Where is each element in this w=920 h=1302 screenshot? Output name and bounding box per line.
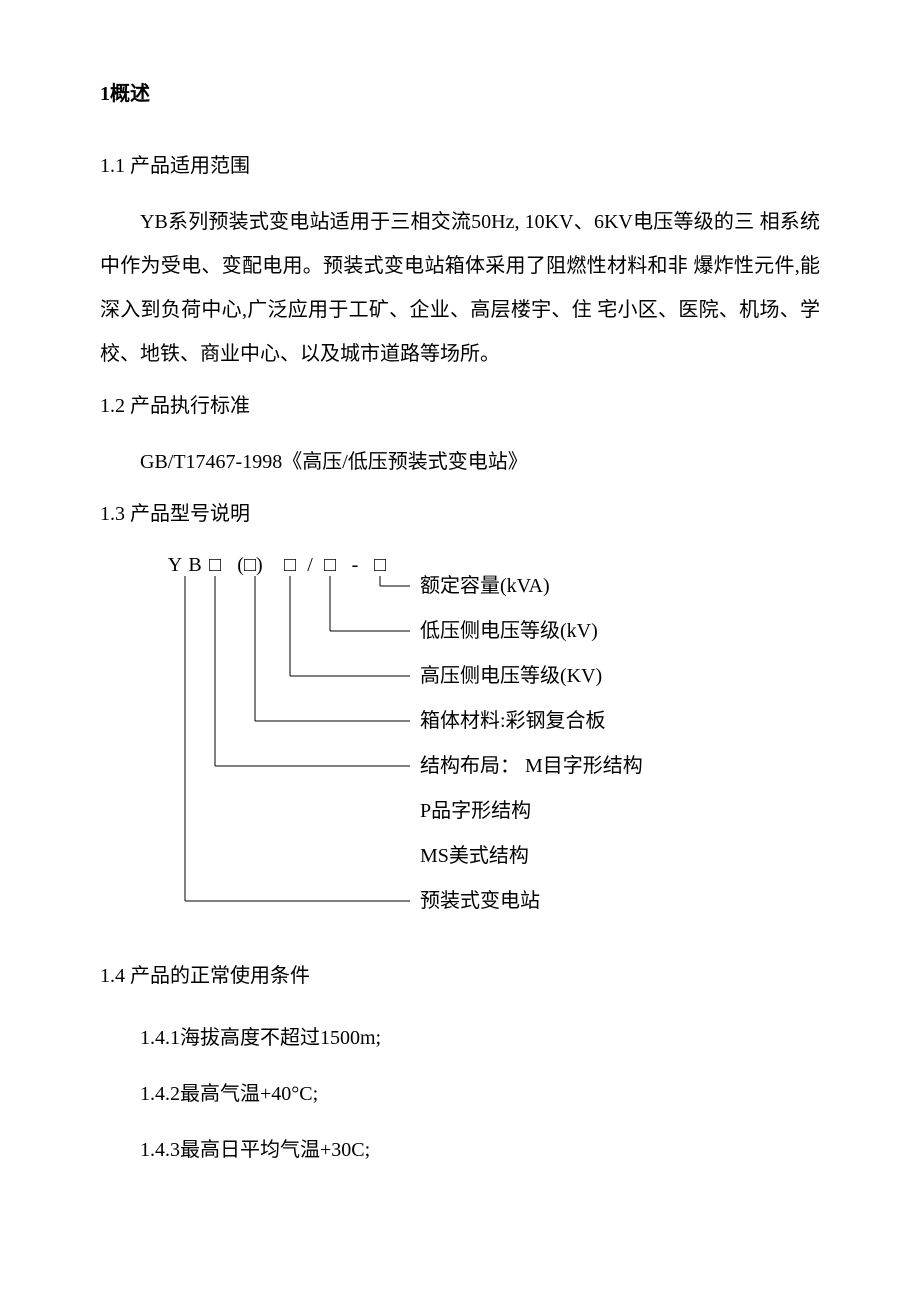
section-1-1-title: 1.1 产品适用范围 [100,144,820,188]
section-1-3-title: 1.3 产品型号说明 [100,492,820,536]
svg-text:预装式变电站: 预装式变电站 [420,889,540,912]
svg-text:-: - [352,556,359,576]
item-1-4-1: 1.4.1海拔高度不超过1500m; [140,1010,820,1066]
svg-text:P品字形结构: P品字形结构 [420,799,531,822]
svg-text:MS美式结构: MS美式结构 [420,844,529,867]
section-1-1-para: YB系列预装式变电站适用于三相交流50Hz, 10KV、6KV电压等级的三 相系… [100,200,820,376]
svg-text:B: B [188,556,201,576]
svg-text:Y: Y [168,556,182,576]
svg-text:□: □ [209,556,221,576]
svg-text:□: □ [284,556,296,576]
section-1-2-title: 1.2 产品执行标准 [100,384,820,428]
item-1-4-2: 1.4.2最高气温+40°C; [140,1066,820,1122]
svg-text:低压侧电压等级(kV): 低压侧电压等级(kV) [420,619,598,642]
svg-text:□: □ [374,556,386,576]
svg-text:/: / [307,556,313,576]
svg-text:结构布局： M目字形结构: 结构布局： M目字形结构 [420,754,643,777]
svg-text:额定容量(kVA): 额定容量(kVA) [420,574,550,597]
svg-text:箱体材料:彩钢复合板: 箱体材料:彩钢复合板 [420,709,606,732]
section-1-4-title: 1.4 产品的正常使用条件 [100,954,820,998]
svg-text:(□): (□) [237,556,262,576]
model-number-diagram: YB□(□)□/□-□额定容量(kVA)低压侧电压等级(kV)高压侧电压等级(K… [100,556,820,924]
item-1-4-3: 1.4.3最高日平均气温+30C; [140,1122,820,1178]
svg-text:□: □ [324,556,336,576]
heading-overview: 1概述 [100,80,820,108]
section-1-2-para: GB/T17467-1998《高压/低压预装式变电站》 [100,440,820,484]
svg-text:高压侧电压等级(KV): 高压侧电压等级(KV) [420,664,602,687]
